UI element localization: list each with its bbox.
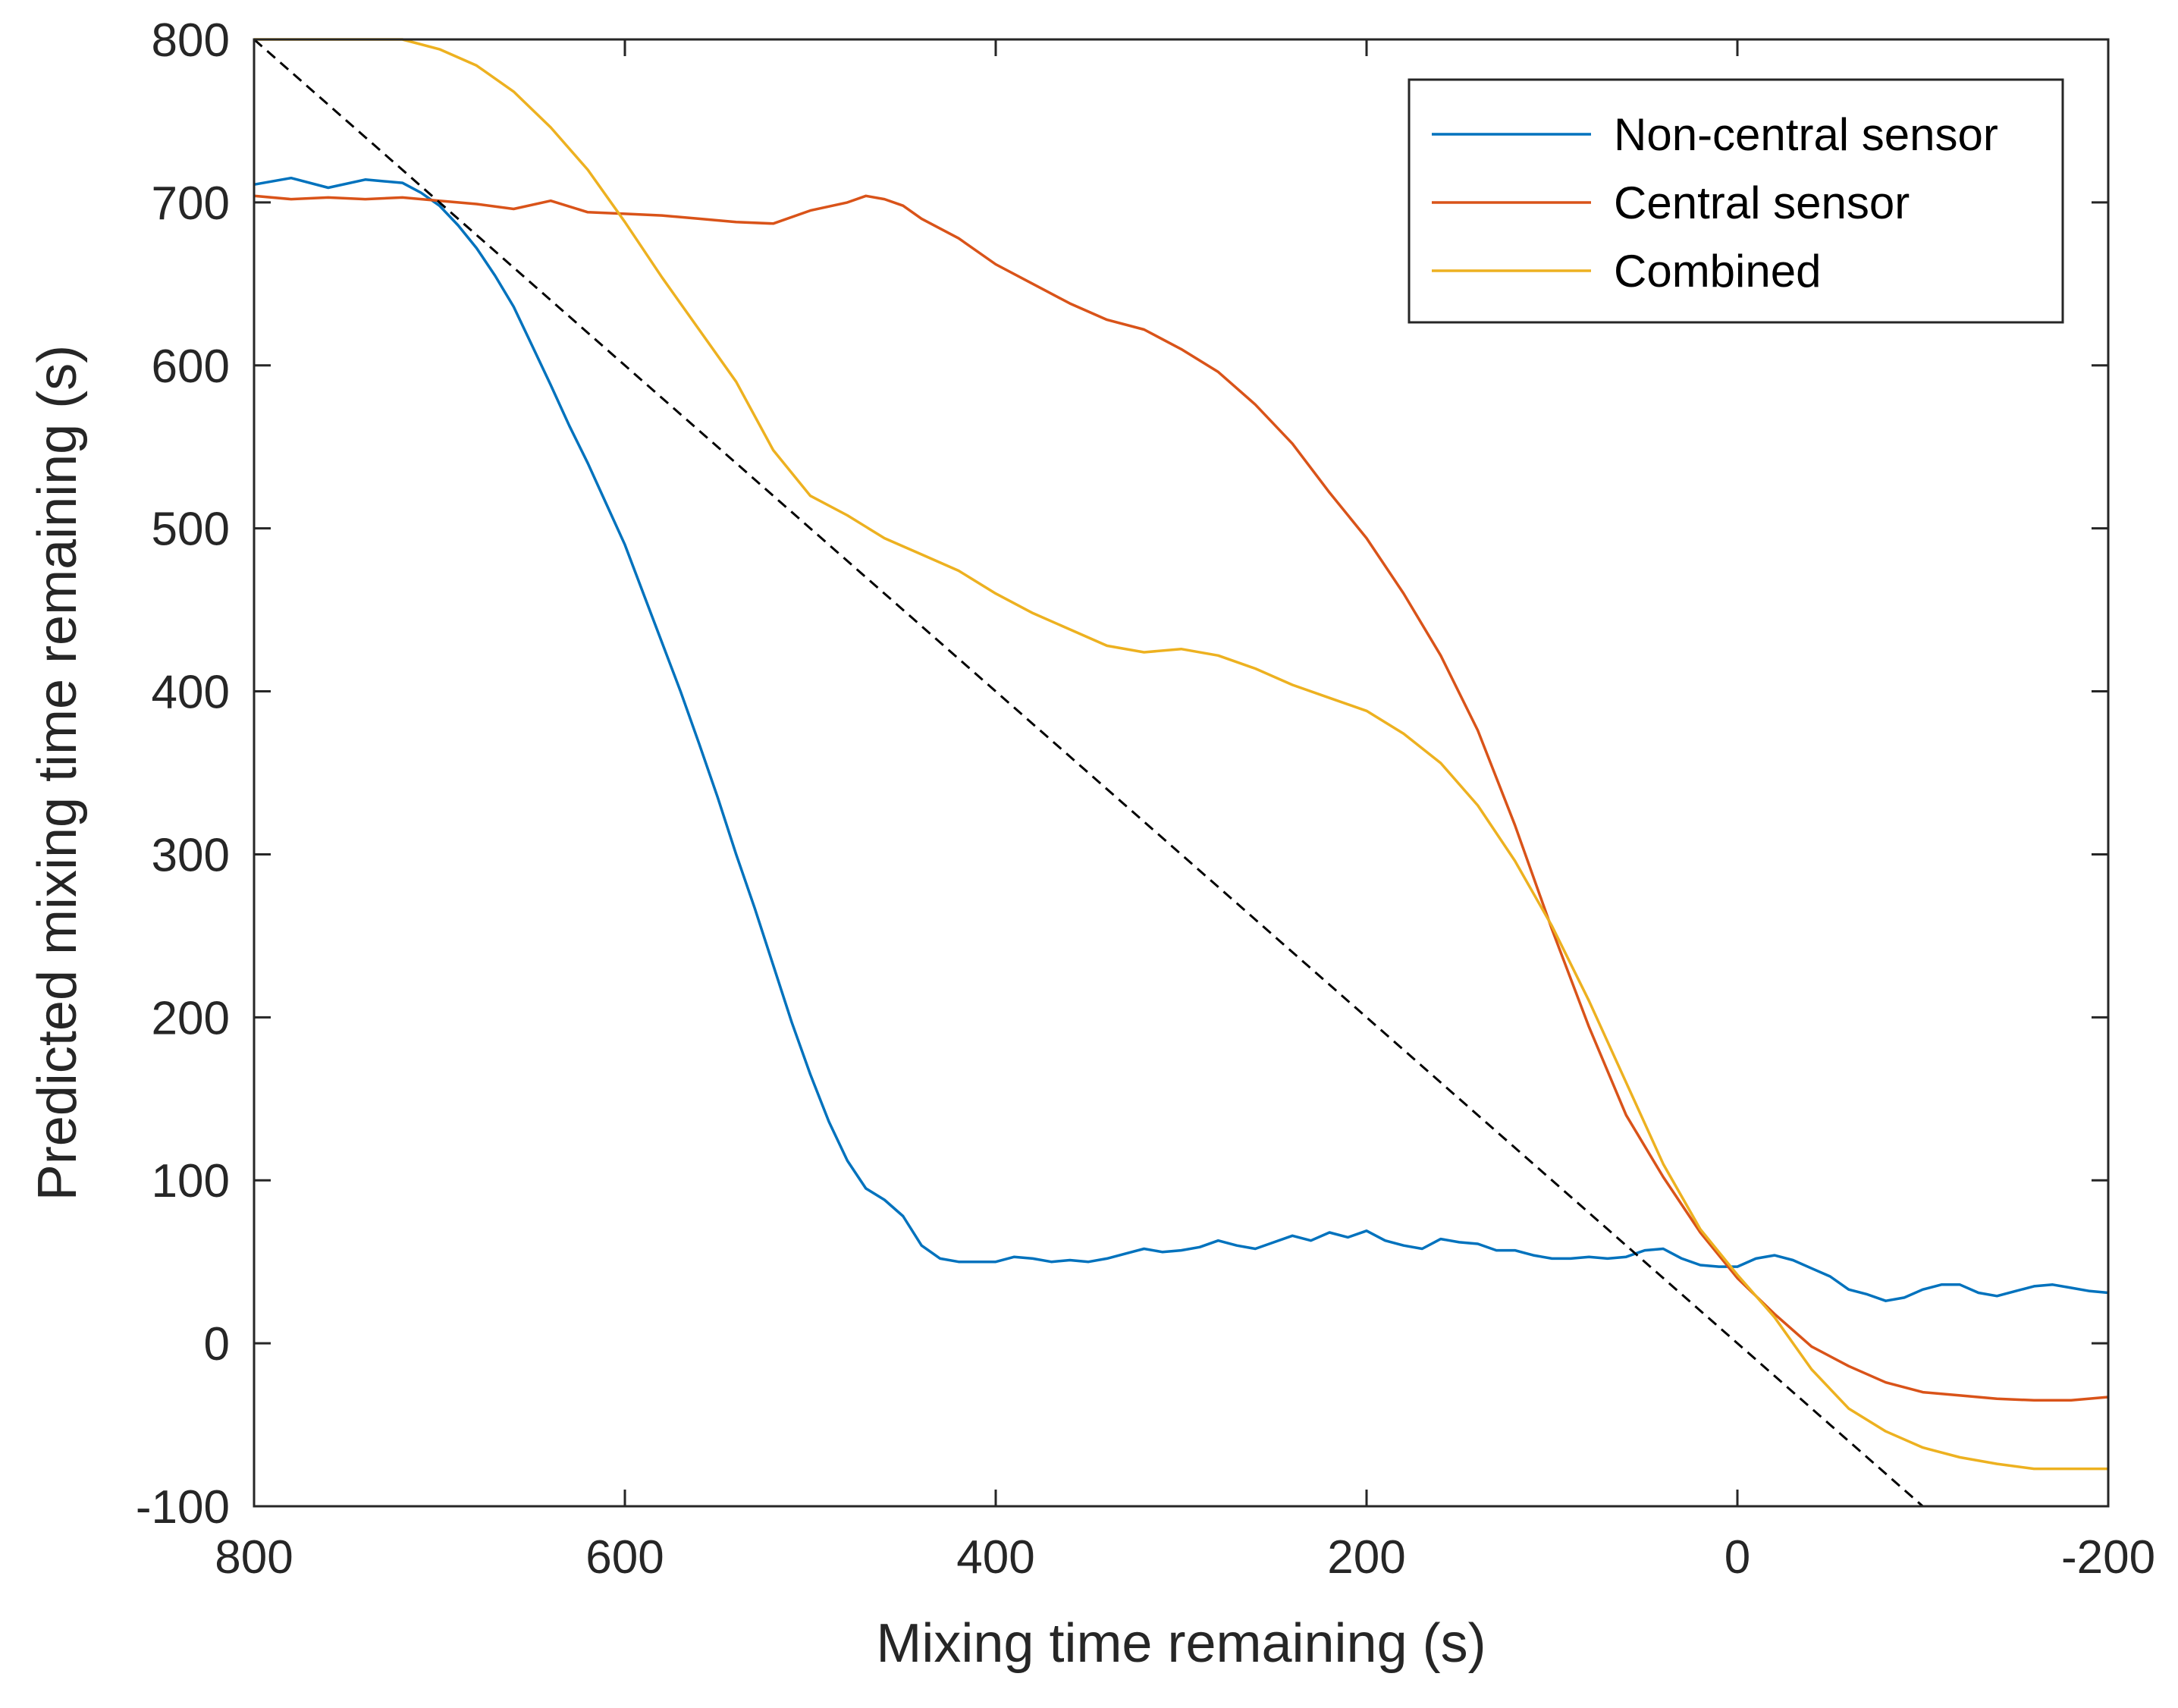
- x-tick-label: 0: [1725, 1531, 1750, 1584]
- series-line-reference-y-x: [253, 38, 1924, 1508]
- series-line-central-sensor: [253, 194, 2109, 1402]
- y-tick-label: -100: [136, 1481, 230, 1534]
- y-tick-label: 100: [152, 1155, 230, 1207]
- series-line-combined: [254, 38, 2108, 1471]
- x-tick-label: 600: [585, 1531, 664, 1584]
- y-tick-label: 400: [152, 667, 230, 719]
- legend-box: [1408, 78, 2064, 324]
- y-tick-label: 600: [152, 341, 230, 393]
- x-tick-label: -200: [2061, 1531, 2155, 1584]
- y-tick-label: 0: [204, 1318, 230, 1370]
- y-tick-label: 700: [152, 177, 230, 230]
- y-tick-label: 500: [152, 504, 230, 556]
- legend-label-central-sensor: Central sensor: [1614, 177, 1910, 228]
- x-tick-label: 200: [1327, 1531, 1405, 1584]
- legend-label-non-central-sensor: Non-central sensor: [1614, 109, 1998, 160]
- series-line-non-central-sensor: [253, 176, 2109, 1302]
- y-tick-label: 800: [152, 14, 230, 67]
- y-tick-label: 200: [152, 992, 230, 1044]
- x-tick-label: 800: [215, 1531, 293, 1584]
- x-axis-title: Mixing time remaining (s): [876, 1613, 1486, 1674]
- plot-frame: [253, 38, 2110, 1508]
- x-tick-label: 400: [956, 1531, 1034, 1584]
- y-tick-label: 300: [152, 829, 230, 881]
- y-axis-title: Predicted mixing time remaining (s): [27, 345, 88, 1201]
- legend-label-combined: Combined: [1614, 246, 1822, 297]
